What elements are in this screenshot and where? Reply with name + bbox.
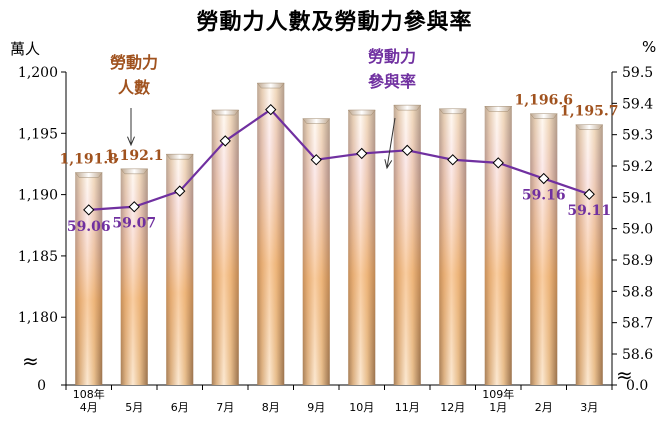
rate-point bbox=[492, 157, 504, 169]
x-axis-tick-label: 1月 bbox=[489, 401, 507, 414]
rate-point bbox=[219, 135, 231, 147]
rate-point bbox=[356, 147, 368, 160]
x-axis-tick-label: 8月 bbox=[262, 401, 280, 414]
bar-series bbox=[74, 82, 604, 386]
x-axis-tick-label: 5月 bbox=[125, 401, 143, 414]
right-axis-tick-label: 58.8 bbox=[622, 284, 653, 300]
right-axis-tick-label: 59.1 bbox=[622, 190, 653, 206]
rate-point bbox=[265, 103, 277, 116]
left-axis-tick-label: 1,200 bbox=[18, 65, 58, 81]
line-value-label: 59.11 bbox=[567, 203, 611, 219]
bar-cap bbox=[484, 106, 513, 112]
callout-text: 勞動力 bbox=[110, 53, 158, 72]
bar-value-label: 1,191.8 bbox=[60, 152, 118, 168]
bar bbox=[347, 109, 376, 385]
rate-point bbox=[401, 144, 413, 156]
callout-text: 人數 bbox=[118, 78, 150, 97]
bar bbox=[256, 82, 285, 385]
bar-shade bbox=[484, 106, 512, 385]
line-series-callout: 勞動力參與率 bbox=[368, 47, 416, 170]
rate-point bbox=[83, 204, 95, 216]
bar bbox=[211, 109, 240, 385]
x-axis-tick-label: 3月 bbox=[580, 401, 598, 414]
bar bbox=[575, 124, 604, 385]
rate-line bbox=[88, 108, 590, 211]
bar-cap bbox=[74, 172, 103, 178]
right-axis-break-mark: ≈ bbox=[616, 363, 633, 387]
rate-point bbox=[447, 154, 459, 166]
left-axis-break-mark: ≈ bbox=[22, 349, 39, 373]
bar-cap bbox=[211, 109, 240, 116]
line-series bbox=[83, 103, 595, 216]
line-value-label: 59.06 bbox=[67, 219, 111, 235]
x-axis-tick-label: 2月 bbox=[535, 401, 553, 414]
left-axis-zero-label: 0 bbox=[37, 378, 46, 394]
right-axis-zero-label: 0.0 bbox=[626, 378, 648, 394]
left-axis-tick-label: 1,185 bbox=[18, 249, 58, 265]
callout-arrow-shaft bbox=[386, 117, 396, 169]
callout-text: 參與率 bbox=[368, 72, 416, 91]
right-axis-tick-label: 59.2 bbox=[622, 159, 653, 175]
x-axis-tick-label: 7月 bbox=[216, 401, 234, 414]
right-axis-tick-label: 58.6 bbox=[622, 347, 653, 363]
right-axis-tick-label: 58.9 bbox=[622, 253, 653, 269]
left-unit-label: 萬人 bbox=[10, 40, 41, 58]
callout-text: 勞動力 bbox=[368, 47, 416, 66]
callout-arrow-head bbox=[384, 159, 393, 170]
line-value-label: 59.07 bbox=[112, 216, 156, 232]
right-axis-tick-label: 59.3 bbox=[622, 128, 653, 144]
bar-cap bbox=[438, 108, 467, 115]
bar-shade bbox=[575, 124, 603, 385]
x-axis-tick-label: 9月 bbox=[307, 401, 325, 414]
x-axis-tick-label: 11月 bbox=[395, 401, 420, 414]
bar-shade bbox=[439, 108, 467, 386]
right-axis-tick-label: 59.4 bbox=[622, 96, 653, 112]
left-axis-tick-label: 1,180 bbox=[18, 310, 58, 326]
bar bbox=[484, 106, 513, 385]
bar bbox=[529, 113, 558, 386]
x-axis-tick-label: 10月 bbox=[349, 401, 374, 414]
bar-series-callout: 勞動力人數 bbox=[110, 53, 158, 147]
rate-point bbox=[538, 172, 550, 185]
bar-shade bbox=[211, 110, 239, 385]
bar-value-label: 1,195.7 bbox=[560, 104, 618, 120]
right-unit-label: % bbox=[642, 38, 657, 56]
right-axis-tick-label: 59.0 bbox=[622, 222, 653, 238]
x-axis-tick-label: 4月 bbox=[80, 401, 98, 414]
left-axis-tick-label: 1,195 bbox=[18, 126, 58, 142]
bar-shade bbox=[530, 113, 558, 386]
rate-point bbox=[128, 201, 140, 213]
data-labels: 1,191.81,192.1 1,196.61,195.7 59.06 59.07 59… bbox=[60, 47, 619, 235]
bar-value-label: 1,192.1 bbox=[105, 148, 163, 164]
line-value-label: 59.16 bbox=[522, 188, 566, 204]
rate-point bbox=[310, 154, 322, 166]
chart-title: 勞動力人數及勞動力參與率 bbox=[196, 10, 473, 35]
rate-point bbox=[583, 188, 595, 200]
callout-arrow-head bbox=[127, 136, 135, 147]
bar-cap bbox=[256, 82, 285, 89]
axes: 1,180 1,185 1,190 1,195 1,200 0 ≈ 58.6 58.7 58.8 5… bbox=[18, 65, 653, 414]
bar-cap bbox=[529, 113, 558, 119]
year-marker-label: 108年 bbox=[73, 387, 105, 401]
bar bbox=[438, 108, 467, 386]
x-axis-tick-label: 12月 bbox=[440, 401, 465, 414]
bar-cap bbox=[347, 109, 376, 116]
bar-shade bbox=[257, 83, 285, 385]
bar-cap bbox=[393, 104, 422, 111]
year-marker-label: 109年 bbox=[482, 387, 514, 401]
right-axis-tick-label: 59.5 bbox=[622, 65, 653, 81]
bar-value-label: 1,196.6 bbox=[515, 93, 573, 109]
left-axis-tick-label: 1,190 bbox=[18, 188, 58, 204]
rate-point bbox=[174, 185, 186, 197]
right-axis-tick-label: 58.7 bbox=[622, 316, 653, 332]
bar-cap bbox=[165, 153, 194, 160]
x-axis-tick-label: 6月 bbox=[171, 401, 189, 414]
bar-cap bbox=[575, 124, 604, 130]
bar-cap bbox=[120, 168, 149, 175]
bar-cap bbox=[302, 118, 331, 124]
